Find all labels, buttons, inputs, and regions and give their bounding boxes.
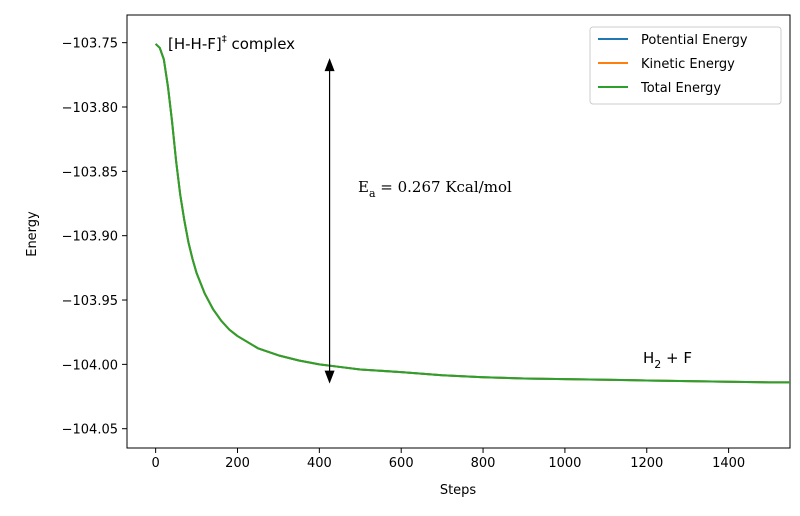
x-tick-label: 600 (389, 456, 414, 471)
x-tick-label: 800 (471, 456, 496, 471)
ea-subscript: a (369, 187, 376, 200)
arrow-head-down (324, 370, 335, 384)
x-tick-label: 1000 (548, 456, 581, 471)
y-tick-label: −104.05 (62, 423, 118, 438)
legend: Potential Energy Kinetic Energy Total Ener… (589, 26, 782, 105)
complex-superscript: ‡ (222, 34, 227, 45)
x-axis-label: Steps (440, 483, 477, 498)
y-tick-label: −103.90 (62, 230, 118, 245)
product-h: H (643, 349, 654, 367)
x-tick-label: 1400 (712, 456, 745, 471)
activation-energy-arrow (324, 58, 335, 384)
series-line-total-energy (154, 43, 790, 384)
series-lines (154, 43, 790, 384)
ea-symbol: E (358, 178, 369, 196)
y-tick-label: −103.85 (62, 165, 118, 180)
x-tick-label: 200 (225, 456, 250, 471)
product-suffix: + F (661, 349, 692, 367)
plot-area-frame (126, 14, 791, 449)
activation-energy-annotation: Ea = 0.267 Kcal/mol (358, 178, 512, 200)
complex-annotation: [H-H-F]‡ complex (168, 34, 295, 53)
y-tick-label: −104.00 (62, 358, 118, 373)
product-subscript: 2 (654, 358, 661, 371)
y-tick-label: −103.75 (62, 37, 118, 52)
ea-value: = 0.267 Kcal/mol (376, 178, 512, 196)
legend-box (589, 26, 782, 105)
legend-label: Potential Energy (641, 33, 748, 48)
x-axis-ticks: 0 200 400 600 800 1000 1200 1400 (152, 448, 745, 471)
legend-label: Kinetic Energy (641, 57, 735, 72)
product-annotation: H2 + F (643, 349, 692, 371)
complex-label: [H-H-F] (168, 35, 222, 53)
y-tick-label: −103.80 (62, 101, 118, 116)
arrow-head-up (324, 58, 335, 72)
x-tick-label: 400 (307, 456, 332, 471)
y-axis-label: Energy (25, 211, 40, 257)
legend-label: Total Energy (640, 81, 721, 96)
complex-suffix: complex (227, 35, 295, 53)
y-tick-label: −103.95 (62, 294, 118, 309)
x-tick-label: 1200 (630, 456, 663, 471)
x-tick-label: 0 (152, 456, 160, 471)
y-axis-ticks: −103.75 −103.80 −103.85 −103.90 −103.95 −104.… (62, 37, 127, 438)
